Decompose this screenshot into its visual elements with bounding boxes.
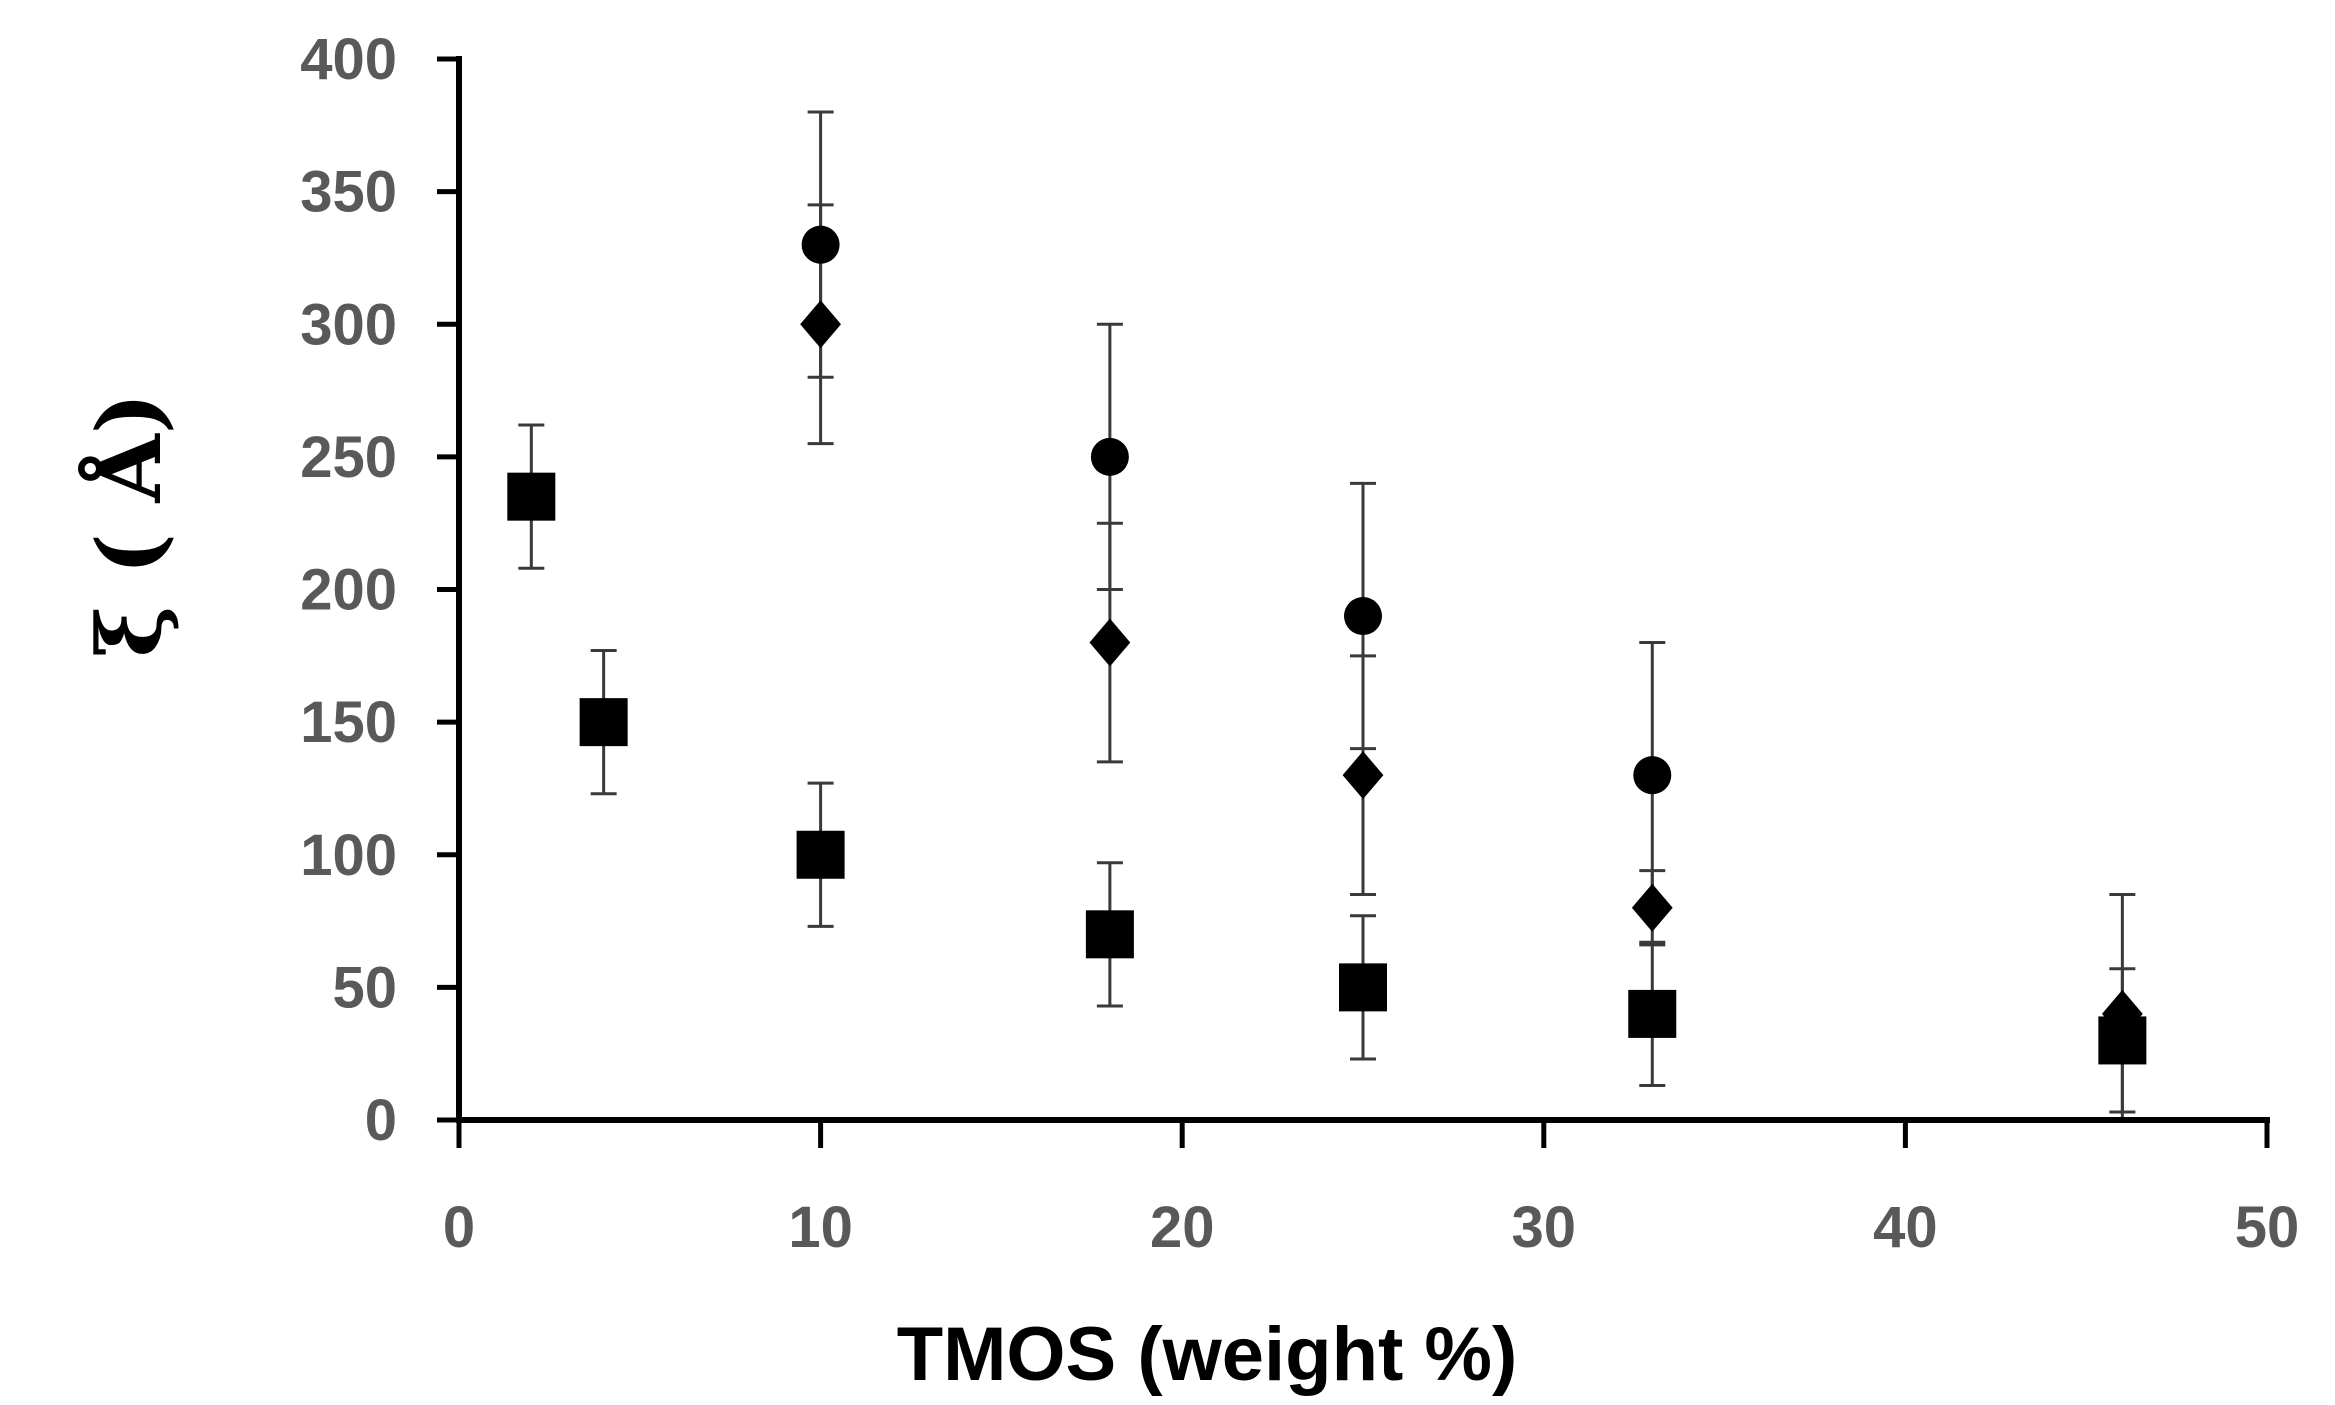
square-point — [2098, 1016, 2147, 1065]
x-tick-label: 50 — [2235, 1195, 2300, 1260]
y-tick-label: 400 — [300, 27, 397, 92]
data-markers — [507, 225, 2147, 1065]
x-tick-label: 10 — [788, 1195, 853, 1260]
circle-point — [801, 225, 840, 264]
circle-point — [1090, 437, 1129, 476]
y-tick-label: 50 — [332, 955, 397, 1020]
y-tick-label: 300 — [300, 292, 397, 357]
diamond-point — [1631, 883, 1673, 932]
square-point — [1085, 910, 1134, 959]
x-tick-label: 0 — [443, 1195, 475, 1260]
square-point — [579, 698, 628, 747]
y-tick-label: 350 — [300, 160, 397, 225]
diamond-point — [1342, 751, 1384, 800]
x-axis-ticks: 0 10 20 30 40 50 — [443, 1120, 2299, 1260]
circle-point — [1633, 756, 1672, 795]
y-tick-label: 150 — [300, 690, 397, 755]
y-axis-ticks: 0 50 100 150 200 250 300 350 400 — [300, 27, 459, 1153]
y-tick-label: 0 — [365, 1088, 397, 1153]
square-point — [1339, 963, 1387, 1012]
x-tick-label: 40 — [1873, 1195, 1938, 1260]
x-axis-title: TMOS (weight %) — [897, 1312, 1518, 1397]
circle-point — [1344, 597, 1382, 636]
x-tick-label: 20 — [1150, 1195, 1215, 1260]
x-tick-label: 30 — [1512, 1195, 1577, 1260]
diamond-point — [800, 300, 841, 349]
square-point — [796, 830, 845, 879]
y-tick-label: 100 — [300, 823, 397, 888]
square-point — [507, 472, 556, 521]
y-tick-label: 250 — [300, 425, 397, 490]
error-bars — [518, 110, 2136, 1122]
y-axis-title: ξ ( Å) — [77, 393, 181, 658]
y-tick-label: 200 — [300, 558, 397, 623]
square-point — [1628, 989, 1677, 1038]
diamond-point — [1089, 618, 1131, 667]
